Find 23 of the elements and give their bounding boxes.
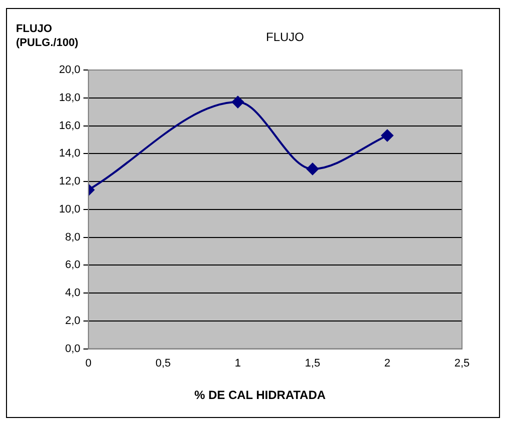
y-tick-label: 12,0: [58, 176, 80, 188]
y-tick-label: 2,0: [65, 314, 80, 327]
y-tick-label: 6,0: [65, 259, 80, 272]
y-tick-label: 14,0: [58, 148, 80, 160]
y-tick-label: 4,0: [65, 287, 80, 300]
y-tick-label: 0,0: [65, 342, 80, 355]
y-tick-label: 16,0: [58, 120, 80, 132]
x-tick-label: 0,5: [155, 357, 171, 370]
x-tick-label: 1: [234, 357, 241, 370]
point: [306, 162, 319, 175]
y-tick-label: 8,0: [65, 231, 80, 244]
chart-title: FLUJO: [264, 30, 305, 44]
point: [381, 130, 394, 142]
x-axis-title: % DE CAL HIDRATADA: [193, 388, 327, 402]
x-tick-label: 2,5: [454, 357, 470, 370]
x-tick-label: 0: [85, 357, 92, 370]
y-axis-title: FLUJO (PULG./100): [16, 22, 78, 50]
x-tick-label: 2: [384, 357, 390, 370]
y-tick-label: 18,0: [58, 92, 80, 104]
y-tick-label: 10,0: [58, 203, 80, 216]
x-tick-label: 1,5: [304, 357, 320, 370]
point: [232, 96, 244, 108]
y-tick-label: 20,0: [58, 64, 80, 76]
